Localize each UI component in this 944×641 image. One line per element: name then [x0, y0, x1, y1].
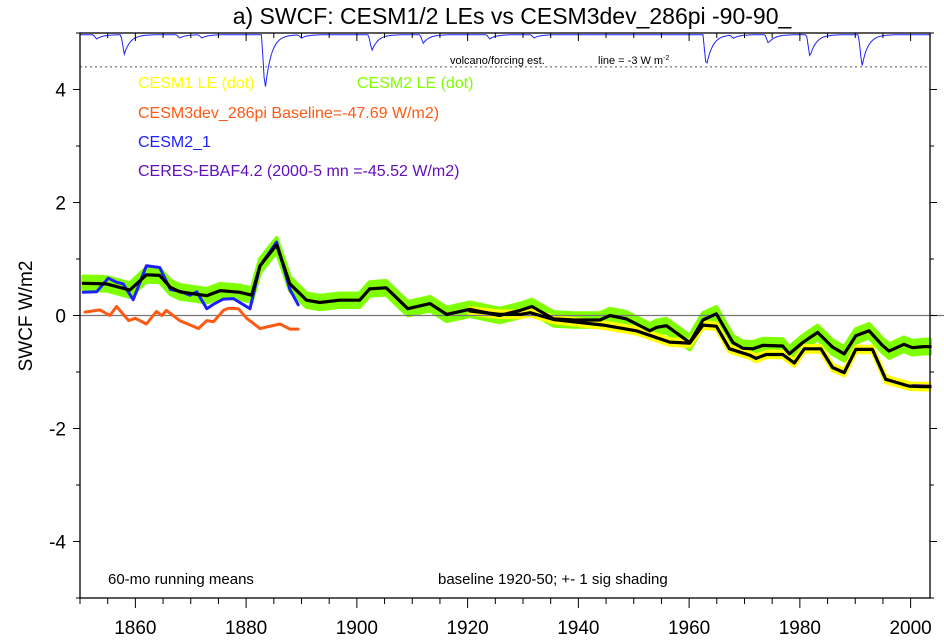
volcano-forcing-line — [80, 34, 930, 87]
axes: 4 2 0 -2 -4 1860 1880 1900 1920 1940 1960 1980 2000 — [49, 32, 937, 639]
x-tick-label: 1900 — [336, 618, 378, 639]
y-tick-label: -4 — [49, 533, 66, 554]
y-tick-label: 4 — [55, 81, 66, 102]
legend-cesm1-le: CESM1 LE (dot) — [138, 75, 254, 92]
x-tick-label: 1980 — [779, 618, 821, 639]
volcano-line-label: line = -3 W m-2 — [598, 55, 669, 67]
x-tick-label: 2000 — [889, 618, 931, 639]
x-tick-label: 1880 — [225, 618, 267, 639]
x-tick-label: 1940 — [557, 618, 599, 639]
series-lines — [81, 240, 932, 389]
y-axis-label: SWCF W/m2 — [16, 261, 37, 372]
volcano-label: volcano/forcing est. — [450, 55, 545, 67]
chart-title: a) SWCF: CESM1/2 LEs vs CESM3dev_286pi -… — [233, 3, 793, 29]
y-tick-label: 0 — [55, 307, 66, 328]
x-tick-label: 1920 — [446, 618, 488, 639]
series-line-cesm3dev-286pi — [83, 305, 300, 331]
volcano-forcing — [80, 34, 930, 87]
running-mean-note: 60-mo running means — [108, 571, 254, 588]
y-tick-label: -2 — [49, 420, 66, 441]
baseline-note: baseline 1920-50; +- 1 sig shading — [438, 571, 668, 588]
legend-cesm2-1: CESM2_1 — [138, 134, 211, 151]
x-tick-label: 1860 — [114, 618, 156, 639]
x-tick-label: 1960 — [668, 618, 710, 639]
legend-cesm3dev: CESM3dev_286pi Baseline=-47.69 W/m2) — [138, 105, 439, 122]
legend-ceres: CERES-EBAF4.2 (2000-5 mn =-45.52 W/m2) — [138, 163, 459, 180]
legend-cesm2-le: CESM2 LE (dot) — [357, 75, 473, 92]
annotations: CESM1 LE (dot) CESM2 LE (dot) CESM3dev_2… — [108, 55, 669, 588]
y-tick-label: 2 — [55, 194, 66, 215]
series-line-cesm2-le-dot- — [81, 243, 932, 356]
